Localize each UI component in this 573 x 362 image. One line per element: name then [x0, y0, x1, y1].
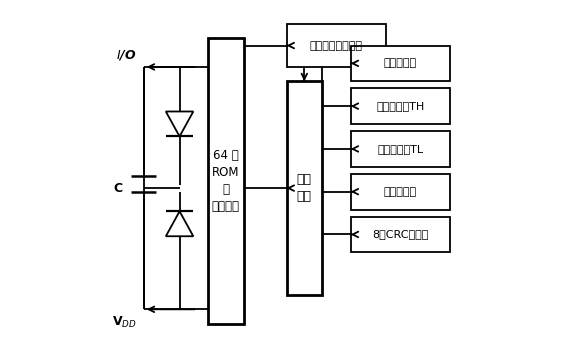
Bar [351, 88, 450, 124]
Bar [351, 46, 450, 81]
Bar [351, 174, 450, 210]
Bar [286, 24, 386, 67]
Text: 低温触发器TL: 低温触发器TL [378, 144, 423, 154]
Bar [286, 81, 322, 295]
Text: V$_{DD}$: V$_{DD}$ [112, 315, 137, 330]
Text: 存储器与控制逻辑: 存储器与控制逻辑 [310, 41, 363, 51]
Text: 配置寄存器: 配置寄存器 [384, 187, 417, 197]
Bar [351, 216, 450, 252]
Text: 高速
缓存: 高速 缓存 [297, 173, 312, 203]
Text: 高温触发器TH: 高温触发器TH [376, 101, 425, 111]
Text: 8位CRC发生器: 8位CRC发生器 [372, 230, 429, 240]
Text: $I$/O: $I$/O [116, 47, 137, 62]
Bar [208, 38, 244, 324]
Polygon shape [166, 211, 193, 236]
Polygon shape [166, 111, 193, 136]
Text: 64 位
ROM
和
单线接口: 64 位 ROM 和 单线接口 [212, 149, 240, 213]
Bar [351, 131, 450, 167]
Text: C: C [113, 182, 123, 195]
Text: 温度传感器: 温度传感器 [384, 58, 417, 68]
